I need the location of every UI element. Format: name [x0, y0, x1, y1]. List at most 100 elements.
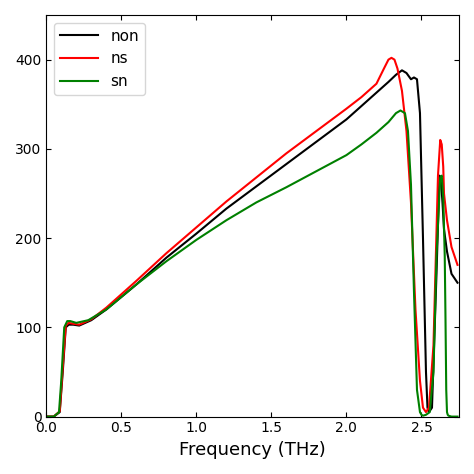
non: [44, 414, 49, 419]
sn: [193, 237, 199, 243]
non: [66, 322, 72, 328]
ns: [389, 55, 394, 61]
sn: [455, 414, 460, 419]
ns: [444, 218, 450, 223]
non: [423, 369, 429, 375]
sn: [414, 387, 420, 392]
ns: [423, 409, 429, 415]
non: [411, 74, 417, 80]
ns: [413, 307, 419, 312]
sn: [393, 110, 399, 116]
ns: [420, 405, 426, 410]
ns: [417, 378, 423, 384]
sn: [85, 318, 91, 323]
sn: [58, 378, 64, 384]
non: [438, 177, 444, 183]
sn: [417, 409, 423, 415]
sn: [67, 318, 73, 324]
ns: [51, 414, 56, 419]
sn: [254, 200, 259, 205]
non: [71, 322, 76, 328]
non: [134, 282, 139, 287]
non: [344, 117, 349, 122]
non: [440, 200, 446, 205]
sn: [44, 414, 49, 419]
sn: [51, 414, 56, 419]
sn: [427, 409, 433, 415]
sn: [438, 174, 443, 180]
sn: [408, 182, 414, 187]
ns: [71, 321, 76, 327]
sn: [386, 119, 392, 125]
X-axis label: Frequency (THz): Frequency (THz): [179, 441, 326, 459]
ns: [435, 173, 441, 179]
non: [425, 405, 430, 410]
Line: non: non: [46, 70, 457, 417]
ns: [441, 191, 447, 196]
sn: [402, 110, 408, 116]
non: [441, 226, 447, 232]
sn: [62, 325, 67, 330]
non: [103, 307, 109, 312]
sn: [440, 195, 446, 201]
non: [429, 405, 435, 410]
sn: [164, 258, 169, 264]
non: [193, 231, 199, 237]
ns: [193, 225, 199, 230]
ns: [374, 81, 379, 87]
sn: [405, 128, 411, 134]
ns: [60, 365, 65, 370]
ns: [76, 322, 82, 328]
non: [393, 72, 399, 78]
sn: [411, 289, 417, 294]
ns: [283, 150, 289, 156]
sn: [374, 130, 379, 136]
ns: [66, 320, 72, 326]
non: [420, 235, 426, 241]
non: [51, 414, 56, 419]
ns: [359, 94, 365, 100]
non: [89, 318, 94, 323]
sn: [73, 320, 79, 326]
sn: [344, 152, 349, 158]
Legend: non, ns, sn: non, ns, sn: [54, 23, 145, 95]
sn: [103, 307, 109, 312]
sn: [420, 413, 426, 419]
non: [414, 76, 420, 82]
sn: [443, 387, 449, 392]
sn: [64, 318, 70, 324]
sn: [431, 369, 437, 375]
ns: [386, 57, 392, 63]
ns: [438, 137, 443, 143]
non: [386, 79, 392, 85]
sn: [442, 253, 447, 259]
non: [399, 67, 405, 73]
ns: [314, 128, 319, 134]
ns: [440, 164, 446, 170]
ns: [44, 414, 49, 419]
non: [452, 275, 457, 281]
ns: [344, 106, 349, 111]
ns: [452, 253, 457, 259]
non: [57, 409, 63, 415]
sn: [419, 412, 424, 418]
non: [314, 139, 319, 145]
sn: [398, 108, 403, 113]
non: [404, 70, 410, 76]
non: [426, 409, 432, 415]
sn: [56, 409, 62, 415]
ns: [103, 305, 109, 310]
ns: [455, 262, 460, 268]
sn: [446, 413, 451, 419]
sn: [449, 414, 455, 419]
non: [437, 173, 442, 179]
sn: [444, 409, 450, 415]
ns: [63, 323, 69, 328]
sn: [359, 142, 365, 147]
ns: [254, 174, 259, 180]
ns: [404, 128, 410, 134]
non: [434, 271, 439, 277]
non: [224, 206, 229, 211]
non: [449, 271, 455, 277]
sn: [134, 282, 139, 287]
